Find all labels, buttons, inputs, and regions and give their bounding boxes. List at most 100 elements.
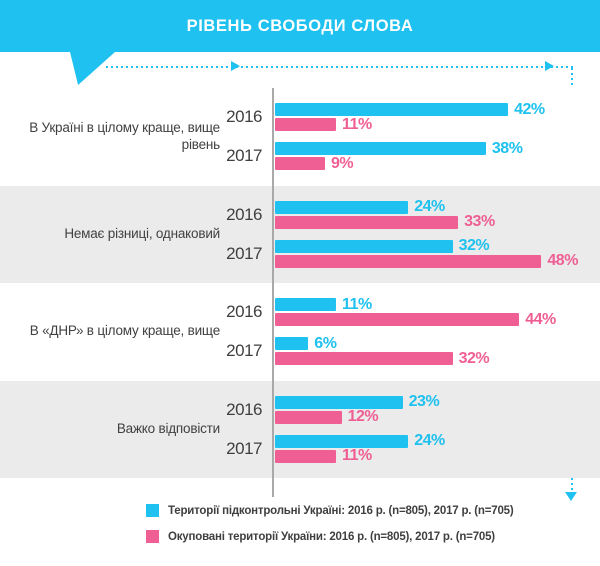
- year-groups: 2016 42% 11% 2017 38% 9%: [220, 100, 600, 172]
- chart-bands: В Україні в цілому краще, вище рівень 201…: [0, 88, 600, 478]
- bar-row: 9%: [275, 154, 522, 172]
- bar-row: 33%: [275, 213, 495, 231]
- bar-row: 6%: [275, 334, 489, 352]
- bar-row: 24%: [275, 198, 495, 216]
- value-label: 24%: [414, 198, 445, 216]
- bar-occupied-territories: [275, 449, 337, 463]
- bar-pair: 42% 11%: [275, 100, 545, 133]
- year-group: 2016 11% 44%: [220, 295, 600, 328]
- bar-row: 12%: [275, 408, 439, 426]
- bar-controlled-territories: [275, 239, 453, 253]
- bar-pair: 23% 12%: [275, 393, 440, 426]
- year-groups: 2016 23% 12% 2017 24% 11%: [220, 393, 600, 465]
- legend-swatch-icon: [146, 530, 159, 543]
- bar-controlled-territories: [275, 434, 409, 448]
- bar-controlled-territories: [275, 337, 309, 351]
- bar-row: 38%: [275, 139, 523, 157]
- arrowhead-right-icon: [545, 61, 554, 71]
- bar-row: 48%: [275, 252, 578, 270]
- year-group: 2017 38% 9%: [220, 139, 600, 172]
- value-label: 9%: [330, 154, 354, 172]
- value-label: 38%: [491, 139, 523, 157]
- bar-occupied-territories: [275, 215, 459, 229]
- bar-controlled-territories: [275, 103, 509, 117]
- bar-row: 24%: [275, 432, 445, 450]
- chart-axis-line: [272, 88, 274, 497]
- arrowhead-right-icon: [231, 61, 240, 71]
- bar-occupied-territories: [275, 254, 542, 268]
- category-band: Немає різниці, однаковий 2016 24% 33% 2017 32…: [0, 185, 600, 283]
- bar-controlled-territories: [275, 395, 403, 409]
- bar-occupied-territories: [275, 410, 342, 424]
- bar-row: 32%: [275, 349, 490, 367]
- year-group: 2016 24% 33%: [220, 198, 600, 231]
- bar-row: 44%: [275, 310, 556, 328]
- bar-pair: 24% 11%: [275, 432, 445, 465]
- bar-controlled-territories: [275, 298, 337, 312]
- legend-label: Окуповані території України: 2016 р. (n=…: [168, 530, 495, 543]
- legend-label: Території підконтрольні Україні: 2016 р.…: [168, 504, 514, 517]
- legend-item: Окуповані території України: 2016 р. (n=…: [146, 530, 513, 543]
- bar-pair: 6% 32%: [275, 334, 490, 367]
- page-title: РІВЕНЬ СВОБОДИ СЛОВА: [186, 16, 414, 35]
- value-label: 32%: [458, 349, 490, 367]
- bar-occupied-territories: [275, 352, 453, 366]
- bar-pair: 24% 33%: [275, 198, 495, 231]
- value-label: 48%: [547, 252, 578, 270]
- bar-occupied-territories: [275, 313, 520, 327]
- year-group: 2017 32% 48%: [220, 237, 600, 270]
- category-label: Важко відповісти: [116, 420, 220, 436]
- value-label: 11%: [342, 447, 372, 465]
- value-label: 11%: [342, 115, 372, 133]
- category-label: В «ДНР» в цілому краще, вище: [29, 323, 220, 339]
- chart-legend: Території підконтрольні Україні: 2016 р.…: [146, 504, 514, 543]
- arrowhead-down-icon: [565, 492, 577, 501]
- bar-pair: 11% 44%: [275, 295, 556, 328]
- bar-row: 11%: [275, 115, 545, 133]
- category-band: В Україні в цілому краще, вище рівень 201…: [0, 88, 600, 186]
- bar-occupied-territories: [275, 118, 337, 132]
- category-band: Важко відповісти 2016 23% 12% 2017 24% 11%: [0, 380, 600, 478]
- year-groups: 2016 11% 44% 2017 6% 32%: [220, 295, 600, 367]
- bar-row: 32%: [275, 237, 578, 255]
- value-label: 42%: [514, 100, 545, 118]
- bar-controlled-territories: [275, 142, 486, 156]
- value-label: 12%: [347, 408, 379, 426]
- year-group: 2016 23% 12%: [220, 393, 600, 426]
- bar-occupied-territories: [275, 157, 325, 171]
- bar-row: 11%: [275, 447, 445, 465]
- legend-item: Території підконтрольні Україні: 2016 р.…: [146, 504, 514, 517]
- value-label: 44%: [525, 310, 556, 328]
- year-label: 2017: [226, 438, 262, 458]
- category-band: В «ДНР» в цілому краще, вище 2016 11% 44% 20…: [0, 283, 600, 381]
- legend-swatch-icon: [146, 504, 159, 517]
- year-label: 2017: [226, 341, 262, 361]
- value-label: 24%: [414, 432, 445, 450]
- value-label: 32%: [458, 237, 490, 255]
- year-label: 2016: [226, 302, 262, 322]
- speech-bubble-tail: [70, 52, 115, 85]
- value-label: 33%: [464, 213, 495, 231]
- header-banner: РІВЕНЬ СВОБОДИ СЛОВА: [0, 0, 600, 52]
- value-label: 23%: [408, 393, 440, 411]
- bar-row: 42%: [275, 100, 545, 118]
- year-label: 2017: [226, 243, 262, 263]
- year-label: 2016: [226, 399, 262, 419]
- year-group: 2016 42% 11%: [220, 100, 600, 133]
- year-groups: 2016 24% 33% 2017 32% 48%: [220, 198, 600, 270]
- bar-row: 11%: [275, 295, 556, 313]
- value-label: 6%: [314, 334, 337, 352]
- year-label: 2016: [226, 204, 262, 224]
- category-label: Немає різниці, однаковий: [64, 225, 220, 241]
- year-label: 2016: [226, 107, 262, 127]
- category-label: В Україні в цілому краще, вище рівень: [29, 119, 220, 152]
- year-label: 2017: [226, 146, 262, 166]
- bar-pair: 32% 48%: [275, 237, 578, 270]
- year-group: 2017 24% 11%: [220, 432, 600, 465]
- bar-row: 23%: [275, 393, 440, 411]
- dotted-arrow-horizontal: [106, 66, 573, 68]
- value-label: 11%: [342, 295, 372, 313]
- bar-pair: 38% 9%: [275, 139, 523, 172]
- bar-controlled-territories: [275, 200, 409, 214]
